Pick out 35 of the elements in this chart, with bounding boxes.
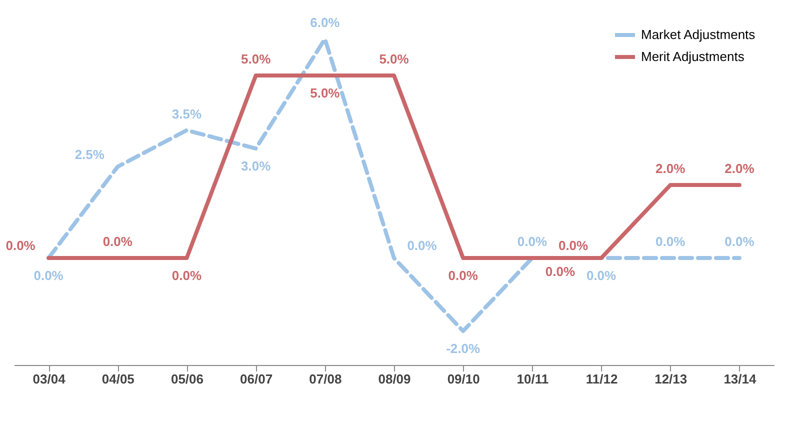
- x-tick-label: 04/05: [102, 372, 134, 386]
- x-tick-label: 05/06: [170, 372, 204, 386]
- x-tick-label: 03/04: [32, 372, 66, 386]
- data-label: 0.0%: [545, 264, 576, 279]
- data-label: 2.5%: [74, 146, 105, 162]
- data-label: 6.0%: [310, 15, 340, 30]
- data-label: 0.0%: [656, 234, 686, 249]
- data-label: 0.0%: [724, 234, 755, 249]
- data-label: 0.0%: [172, 268, 202, 283]
- data-label: 0.0%: [407, 238, 438, 253]
- x-tick-label: 09/10: [447, 372, 480, 386]
- x-tick-label: 11/12: [586, 372, 618, 386]
- x-tick-label: 08/09: [378, 372, 411, 386]
- data-label: 0.0%: [6, 238, 36, 253]
- data-label: 2.0%: [656, 161, 686, 176]
- data-label: 0.0%: [558, 238, 589, 253]
- data-label: 0.0%: [517, 234, 548, 249]
- data-label: 0.0%: [102, 234, 133, 249]
- legend-label: Merit Adjustments: [641, 49, 745, 64]
- data-label: 0.0%: [448, 268, 478, 283]
- data-label: 0.0%: [34, 268, 64, 283]
- x-tick-label: 10/11: [516, 372, 549, 386]
- x-tick-label: 07/08: [309, 372, 342, 386]
- legend-label: Market Adjustments: [641, 27, 756, 42]
- data-label: 3.5%: [172, 106, 202, 122]
- data-label: 0.0%: [586, 268, 617, 283]
- data-label: 5.0%: [379, 52, 410, 66]
- x-tick-label: 13/14: [724, 372, 757, 386]
- data-label: 5.0%: [310, 86, 340, 100]
- data-label: -2.0%: [446, 341, 481, 356]
- x-tick-label: 06/07: [240, 372, 273, 386]
- data-label: 2.0%: [724, 161, 755, 176]
- data-label: 3.0%: [241, 158, 272, 174]
- x-tick-label: 12/13: [654, 372, 688, 386]
- data-label: 5.0%: [241, 52, 272, 66]
